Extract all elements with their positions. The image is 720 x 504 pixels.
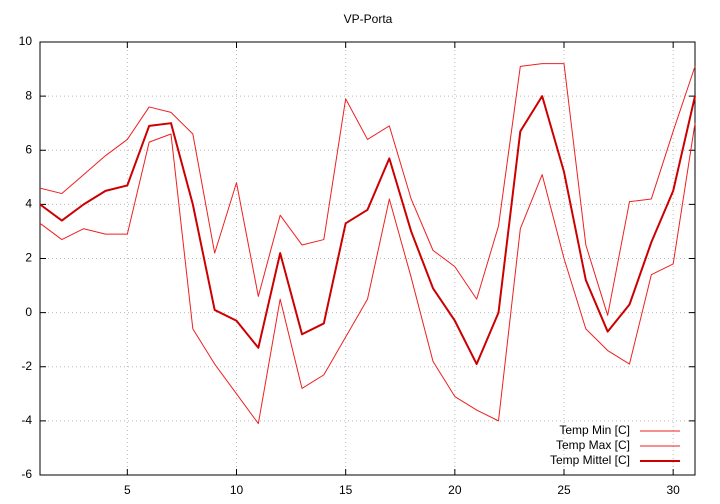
x-tick-label: 30 bbox=[666, 483, 680, 497]
y-tick-label: 8 bbox=[25, 88, 32, 102]
x-tick-label: 15 bbox=[339, 483, 353, 497]
y-tick-label: 2 bbox=[25, 251, 32, 265]
legend-label: Temp Min [C] bbox=[559, 423, 630, 437]
x-tick-label: 20 bbox=[448, 483, 462, 497]
y-tick-label: 6 bbox=[25, 142, 32, 156]
series-line bbox=[39, 63, 696, 316]
x-tick-label: 5 bbox=[124, 483, 131, 497]
plot-frame bbox=[39, 41, 696, 476]
legend-label: Temp Mittel [C] bbox=[550, 453, 630, 467]
x-tick-label: 25 bbox=[557, 483, 571, 497]
x-tick-label: 10 bbox=[230, 483, 244, 497]
y-tick-label: 10 bbox=[19, 34, 33, 48]
y-tick-label: -6 bbox=[21, 467, 32, 481]
chart-title: VP-Porta bbox=[344, 12, 393, 26]
series-line bbox=[39, 95, 696, 366]
y-tick-label: -4 bbox=[21, 413, 32, 427]
y-tick-label: 4 bbox=[25, 197, 32, 211]
legend-label: Temp Max [C] bbox=[556, 438, 630, 452]
series-line bbox=[39, 123, 696, 425]
y-tick-label: 0 bbox=[25, 305, 32, 319]
y-tick-label: -2 bbox=[21, 359, 32, 373]
